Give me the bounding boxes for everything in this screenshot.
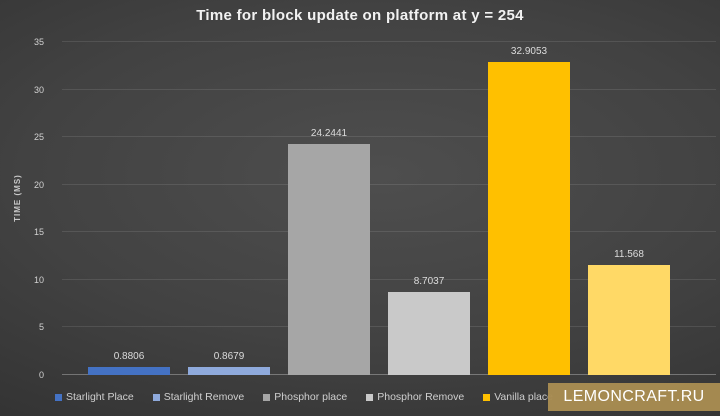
bar-phosphor-place <box>288 144 370 375</box>
gridline-y-20 <box>62 183 716 185</box>
plot-area: 0 5 10 15 20 25 30 35 0.8806 0.8679 24.2441 8.7037 3… <box>34 37 716 380</box>
gridline-y-35 <box>62 41 716 42</box>
y-tick-label-25: 25 <box>33 132 44 143</box>
bar-slot-phosphor-remove: 8.7037 <box>388 42 470 375</box>
legend-item-phosphor-remove: Phosphor Remove <box>366 391 464 403</box>
bar-value-label-series-6: 11.568 <box>614 248 644 260</box>
y-tick-label-35: 35 <box>33 37 44 47</box>
gridline-y-30 <box>62 88 716 90</box>
bar-value-label-phosphor-remove: 8.7037 <box>413 276 445 288</box>
chart-title: Time for block update on platform at y =… <box>196 7 524 24</box>
y-tick-label-0: 0 <box>38 370 44 380</box>
legend-marker-starlight-place <box>55 393 63 401</box>
gridline-y-25 <box>62 136 716 138</box>
bar-starlight-remove <box>188 366 270 375</box>
legend-item-starlight-remove: Starlight Remove <box>152 391 245 403</box>
y-tick-label-30: 30 <box>33 84 44 95</box>
legend-marker-vanilla-place <box>483 393 491 401</box>
y-axis-title: TIME (MS) <box>13 174 22 222</box>
y-tick-label-5: 5 <box>38 322 44 333</box>
legend-label-starlight-remove: Starlight Remove <box>163 391 245 403</box>
bar-value-label-starlight-place: 0.8806 <box>113 350 145 362</box>
y-tick-label-15: 15 <box>33 227 44 238</box>
gridline-y-15 <box>62 231 716 233</box>
legend-item-starlight-place: Starlight Place <box>55 391 134 403</box>
legend-item-vanilla-place: Vanilla place <box>483 391 553 403</box>
gridline-y-10 <box>62 278 716 280</box>
bar-slot-vanilla-place: 32.9053 <box>488 42 570 375</box>
legend-label-vanilla-place: Vanilla place <box>494 391 553 403</box>
legend-label-phosphor-place: Phosphor place <box>274 391 348 403</box>
legend-marker-starlight-remove <box>152 393 160 401</box>
bar-value-label-phosphor-place: 24.2441 <box>310 128 348 140</box>
legend-label-starlight-place: Starlight Place <box>66 391 134 403</box>
legend-item-phosphor-place: Phosphor place <box>263 391 347 403</box>
legend-label-phosphor-remove: Phosphor Remove <box>377 391 465 403</box>
bar-slot-series-6: 11.568 <box>588 42 670 375</box>
bar-slot-starlight-remove: 0.8679 <box>188 42 270 375</box>
bar-slot-phosphor-place: 24.2441 <box>288 42 370 375</box>
bar-phosphor-remove <box>388 292 470 375</box>
bar-slot-starlight-place: 0.8806 <box>88 42 170 375</box>
legend-marker-phosphor-place <box>263 393 271 401</box>
bar-starlight-place <box>88 366 170 375</box>
legend-marker-phosphor-remove <box>366 393 374 401</box>
legend: Starlight Place Starlight Remove Phosphor … <box>0 388 720 406</box>
watermark-badge: LEMONCRAFT.RU <box>548 383 720 411</box>
bar-value-label-starlight-remove: 0.8679 <box>213 350 245 362</box>
bar-vanilla-place <box>488 61 570 375</box>
y-tick-label-20: 20 <box>33 179 44 190</box>
y-tick-label-10: 10 <box>33 274 44 285</box>
bar-series-6 <box>588 264 670 375</box>
bar-value-label-vanilla-place: 32.9053 <box>510 45 548 57</box>
